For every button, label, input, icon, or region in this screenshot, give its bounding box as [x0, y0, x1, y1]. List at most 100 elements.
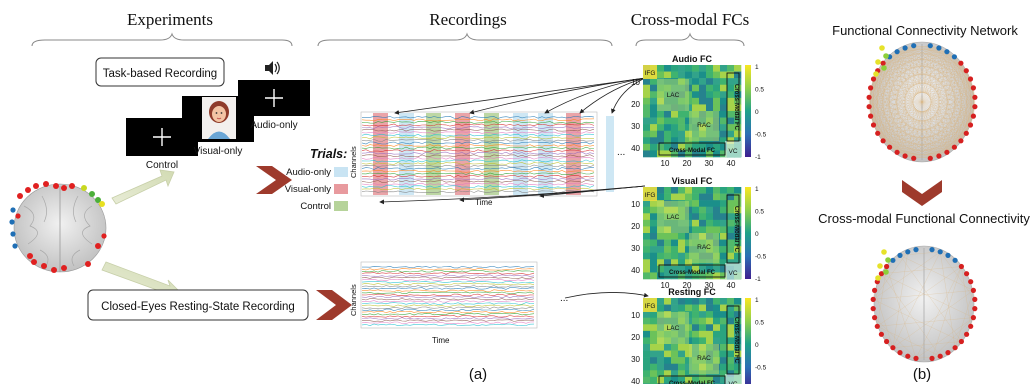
fc-cell — [727, 84, 735, 92]
fc-cell — [706, 226, 714, 234]
fc-cell — [671, 370, 679, 378]
fc-cell — [692, 143, 700, 151]
connection-line — [930, 45, 974, 89]
fc-cell — [734, 330, 742, 338]
connection-line — [940, 251, 975, 300]
fc-cell — [692, 317, 700, 325]
fc-cell — [727, 219, 735, 227]
fc-cell — [643, 130, 651, 138]
fc-cell — [643, 150, 651, 158]
fc-cell — [643, 84, 651, 92]
electrode-dot — [870, 76, 877, 82]
fc-cell — [727, 97, 735, 105]
fc-cell — [713, 71, 721, 79]
connection-line — [904, 70, 967, 157]
connection-line — [938, 47, 961, 64]
lac-block — [657, 201, 689, 233]
fc-cell — [664, 137, 672, 145]
cross-modal-fc-row-box — [658, 375, 726, 384]
fc-cell — [685, 344, 693, 351]
speaker-icon — [265, 61, 280, 75]
channel-trace — [361, 278, 535, 282]
connection-line — [873, 78, 948, 153]
fc-cell — [664, 65, 672, 72]
fc-cell — [706, 143, 714, 151]
rac-block — [689, 233, 719, 263]
fc-cell — [727, 337, 735, 345]
fc-cell — [692, 324, 700, 332]
fc-xtick: 20 — [683, 281, 692, 290]
electrode-dot — [873, 71, 879, 77]
fc-cell — [734, 357, 742, 365]
cross-modal-fc-col-box — [726, 305, 740, 375]
fc-cell — [727, 233, 735, 240]
channel-trace — [361, 302, 535, 305]
fc-cell — [643, 376, 651, 384]
fc-cell — [685, 111, 693, 118]
electrode-dot — [944, 149, 950, 155]
fc-cell — [671, 304, 679, 312]
fc-cell — [734, 304, 742, 312]
connection-line — [873, 299, 962, 342]
fc-cell — [664, 272, 672, 280]
rac-label: RAC — [697, 122, 711, 129]
fc-cell — [727, 226, 735, 234]
electrode-dot — [881, 65, 887, 71]
channel-trace — [361, 169, 595, 173]
cross-modal-fc-col-label: Cross-Modal FC — [733, 206, 739, 253]
header-cmfc: Cross-modal Functional Connectivity — [818, 211, 1030, 226]
channel-trace — [362, 274, 535, 277]
connection-line — [877, 266, 887, 327]
fc-cell — [706, 298, 714, 305]
fc-cell — [692, 219, 700, 227]
fc-ytick: 10 — [631, 78, 640, 87]
fc-cell — [713, 193, 721, 201]
electrode-dot — [968, 279, 974, 285]
electrode-dot — [868, 85, 874, 91]
electrode-dot — [875, 130, 881, 136]
fc-cell — [678, 370, 686, 378]
fc-cell — [678, 350, 686, 358]
channel-trace — [361, 280, 535, 284]
fc-cell — [650, 200, 658, 208]
channel-trace — [361, 272, 535, 275]
fc-cell — [678, 137, 686, 145]
channel-trace — [361, 293, 535, 297]
fc-cell — [727, 344, 735, 351]
connection-line — [889, 147, 931, 159]
fc-cell — [720, 337, 728, 345]
electrode-dot — [872, 315, 878, 321]
fc-cell — [643, 117, 651, 125]
fc-cell — [678, 363, 686, 371]
fc-cell — [727, 350, 735, 358]
connection-line — [913, 63, 962, 159]
rest-recording-ylabel: Channels — [349, 284, 358, 316]
fc-cell — [671, 239, 679, 247]
fc-cell — [692, 206, 700, 214]
connection-line — [869, 106, 967, 134]
fc-cell — [650, 97, 658, 105]
fc-cell — [734, 84, 742, 92]
fc-cell — [713, 84, 721, 92]
fc-cell — [685, 233, 693, 240]
fc-cell — [692, 200, 700, 208]
fc-cell — [720, 370, 728, 378]
connection-line — [930, 51, 948, 159]
ifg-block — [643, 298, 657, 312]
fc-xtick: 30 — [705, 281, 714, 290]
fc-cell — [720, 246, 728, 254]
fc-ytick: 20 — [631, 222, 640, 231]
electrode-dot — [866, 104, 872, 110]
fc-cell — [727, 111, 735, 118]
fc-cell — [727, 206, 735, 214]
connection-line — [915, 266, 962, 359]
fc-cell — [657, 363, 665, 371]
fc-cell — [699, 298, 707, 305]
ifg-label: IFG — [645, 303, 656, 310]
fc-cell — [720, 137, 728, 145]
fc-cell — [706, 71, 714, 79]
connection-line — [897, 115, 974, 153]
fc-cell — [720, 111, 728, 118]
fc-cell — [650, 324, 658, 332]
fc-cell — [643, 337, 651, 345]
